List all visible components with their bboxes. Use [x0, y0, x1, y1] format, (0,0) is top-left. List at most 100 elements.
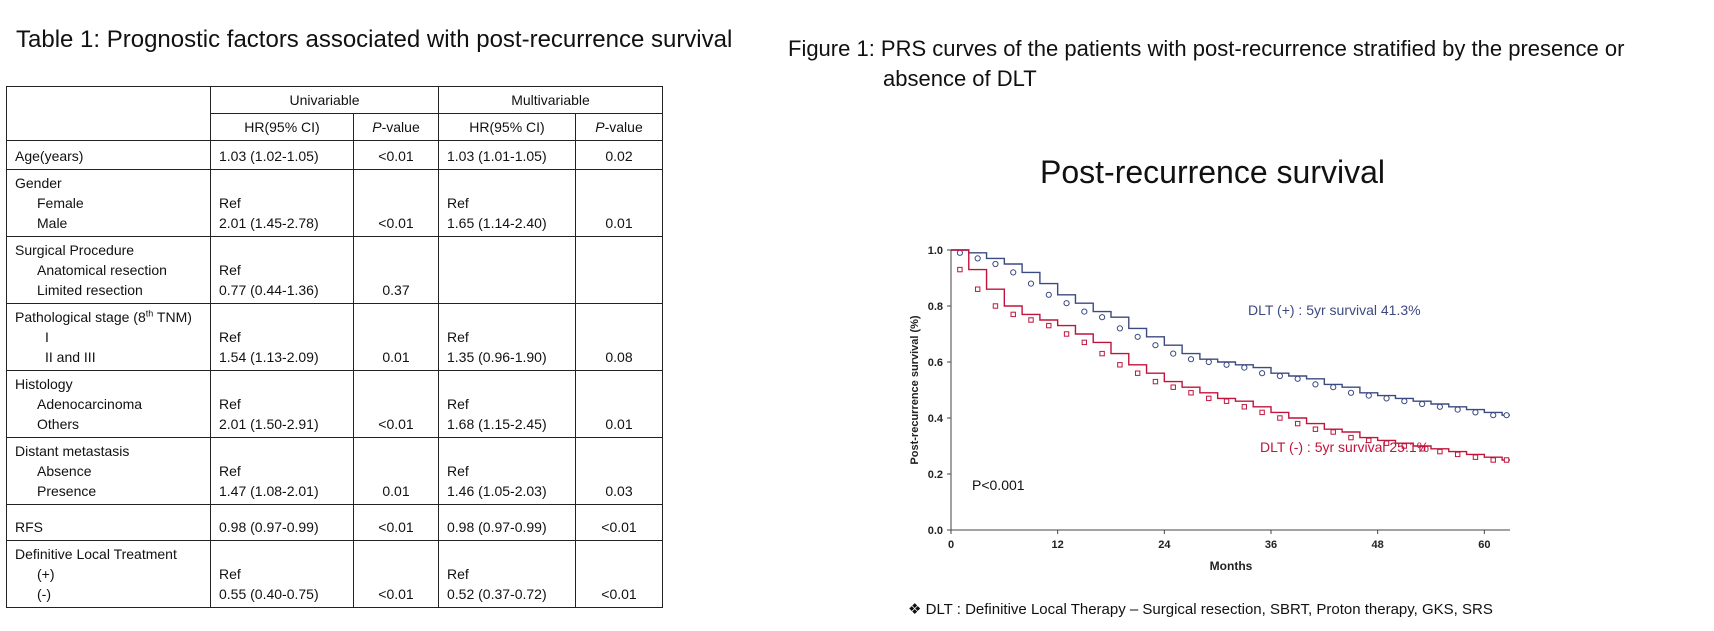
hr-value: Ref [447, 566, 469, 582]
censor-mark [1259, 370, 1266, 377]
legend-dlt-negative: DLT (-) : 5yr survival 25.1% [1260, 439, 1429, 455]
x-axis-label: Months [1210, 559, 1253, 573]
km-survival-chart: 0.0 0.2 0.4 0.6 0.8 1.0 0 12 24 36 48 60 Months Post-… [909, 245, 1510, 573]
uni-hr-cell: Ref 1.47 (1.08-2.01) [210, 437, 354, 505]
multi-p-cell [575, 236, 663, 304]
censor-mark [1081, 308, 1088, 315]
censor-mark [1116, 325, 1123, 332]
figure-caption-line2: absence of DLT [883, 66, 1037, 91]
censor-mark [1472, 409, 1479, 416]
censor-mark [1277, 415, 1283, 421]
uni-hr-cell: Ref 2.01 (1.45-2.78) [210, 169, 354, 237]
uni-hr-cell: 0.98 (0.97-0.99) [210, 504, 354, 541]
multi-hr-cell: Ref 0.52 (0.37-0.72) [438, 540, 576, 608]
y-tick-label: 0.4 [928, 413, 944, 425]
factor-name-cell: RFS [6, 504, 211, 541]
factor-name-cell: Pathological stage (8th TNM) I II and III [6, 303, 211, 371]
censor-mark [1152, 342, 1159, 349]
censor-mark [1490, 412, 1497, 419]
multi-hr-cell: Ref 1.68 (1.15-2.45) [438, 370, 576, 438]
censor-mark [1170, 384, 1176, 390]
censor-mark [1383, 395, 1390, 402]
hr-value: 0.52 (0.37-0.72) [447, 586, 547, 602]
censor-mark [1294, 375, 1301, 382]
hr-value: 0.55 (0.40-0.75) [219, 586, 319, 602]
multi-p-header: P-value [575, 113, 663, 141]
censor-mark [1383, 440, 1390, 446]
y-tick-label: 0.6 [928, 357, 943, 369]
censor-mark [974, 286, 981, 292]
uni-p-cell: <0.01 [353, 504, 439, 541]
censor-mark [992, 260, 999, 268]
multi-p-cell: 0.02 [575, 140, 663, 170]
censor-mark [1010, 311, 1016, 318]
factor-name: Age(years) [15, 148, 84, 164]
factor-subgroup: II and III [45, 349, 96, 365]
censor-mark [1205, 358, 1212, 366]
factor-subgroup: I [45, 329, 49, 345]
factor-name: Distant metastasis [15, 443, 130, 459]
censor-mark [1241, 404, 1248, 410]
censor-mark [1312, 426, 1319, 432]
hr-value: Ref [447, 195, 469, 211]
multi-hr-cell: Ref 1.46 (1.05-2.03) [438, 437, 576, 505]
factor-name: Pathological stage (8th TNM) [15, 308, 192, 325]
censor-mark [1099, 314, 1106, 321]
hr-value: Ref [447, 329, 469, 345]
hr-value: 1.03 (1.01-1.05) [447, 148, 547, 164]
hr-value: Ref [219, 329, 241, 345]
hr-value: Ref [219, 396, 241, 412]
factor-name-cell: Surgical Procedure Anatomical resection Li… [6, 236, 211, 304]
footnote-bullet-icon: ❖ [908, 601, 922, 618]
multi-p-cell: 0.01 [575, 370, 663, 438]
censor-mark [1294, 420, 1301, 427]
censor-mark [1348, 434, 1354, 441]
uni-hr-cell: Ref 1.54 (1.13-2.09) [210, 303, 354, 371]
hr-value: 0.77 (0.44-1.36) [219, 282, 319, 298]
multi-hr-header: HR(95% CI) [438, 113, 576, 141]
hr-value: Ref [219, 262, 241, 278]
factor-name-cell: Age(years) [6, 140, 211, 170]
factor-name-cell: Distant metastasis Absence Presence [6, 437, 211, 505]
hr-value: Ref [219, 463, 241, 479]
factor-name: Histology [15, 376, 73, 392]
uni-p-cell: 0.01 [353, 437, 439, 505]
hr-value: 1.46 (1.05-2.03) [447, 483, 547, 499]
y-axis-label: Post-recurrence survival (%) [909, 315, 921, 465]
censor-mark [1330, 384, 1337, 391]
hr-value: 0.98 (0.97-0.99) [219, 519, 319, 535]
x-tick-label: 24 [1158, 539, 1171, 551]
censor-mark [1187, 356, 1195, 363]
censor-mark [1472, 454, 1479, 460]
factor-name-cell: Definitive Local Treatment (+) (-) [6, 540, 211, 608]
censor-mark [1081, 339, 1088, 346]
censor-mark [1454, 406, 1461, 413]
hr-value: 1.03 (1.02-1.05) [219, 148, 319, 164]
multi-hr-cell [438, 236, 576, 304]
table-row: Age(years) 1.03 (1.02-1.05) <0.01 1.03 (1.0… [6, 140, 663, 170]
censor-mark [1045, 291, 1052, 298]
factor-subgroup: Limited resection [37, 282, 143, 298]
uni-p-cell: <0.01 [353, 140, 439, 170]
multi-p-cell: 0.08 [575, 303, 663, 371]
factor-name-cell: Histology Adenocarcinoma Others [6, 370, 211, 438]
censor-mark [956, 249, 963, 256]
multi-p-cell: <0.01 [575, 504, 663, 541]
censor-mark [1503, 457, 1510, 463]
censor-mark [1437, 448, 1443, 455]
table-row: Gender Female Male Ref 2.01 (1.45-2.78) <0.01… [6, 169, 663, 237]
table-body: Age(years) 1.03 (1.02-1.05) <0.01 1.03 (1.0… [6, 140, 663, 608]
censor-mark [1503, 412, 1510, 419]
factor-name: Definitive Local Treatment [15, 546, 177, 562]
uni-p-cell: <0.01 [353, 169, 439, 237]
censor-mark [1401, 398, 1408, 405]
table-row: Pathological stage (8th TNM) I II and III R… [6, 303, 663, 371]
censor-mark [1027, 280, 1035, 287]
uni-p-cell: 0.01 [353, 303, 439, 371]
figure-footnote: ❖ DLT : Definitive Local Therapy – Surgi… [908, 600, 1493, 618]
uni-p-cell: 0.37 [353, 236, 439, 304]
multi-hr-cell: Ref 1.65 (1.14-2.40) [438, 169, 576, 237]
hr-value: 1.47 (1.08-2.01) [219, 483, 319, 499]
multivariable-header: Multivariable [438, 86, 663, 114]
censor-mark [1063, 331, 1070, 337]
